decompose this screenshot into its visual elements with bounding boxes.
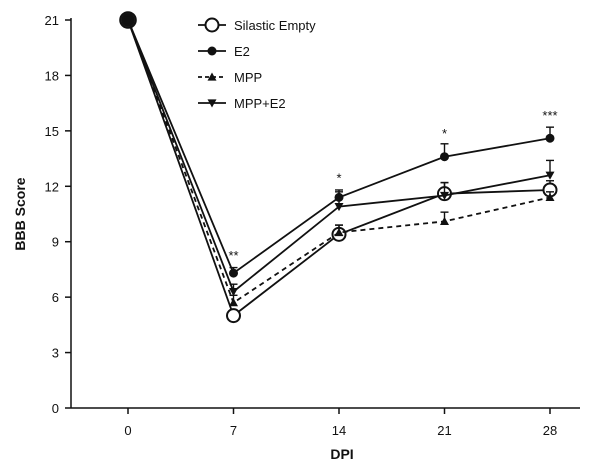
data-point-filled-circle xyxy=(440,152,449,162)
data-point-triangle-up xyxy=(334,227,344,237)
y-tick-label: 21 xyxy=(45,13,59,28)
significance-annotation: * xyxy=(442,126,447,141)
data-point-open-circle xyxy=(204,17,220,33)
data-point-filled-circle xyxy=(545,133,555,143)
data-point-open-circle xyxy=(226,308,241,324)
x-axis-title: DPI xyxy=(330,446,353,462)
significance-annotation: ** xyxy=(228,248,238,263)
legend-label: Silastic Empty xyxy=(234,18,316,33)
x-tick-label: 14 xyxy=(332,423,346,438)
data-point-filled-circle xyxy=(229,268,238,278)
data-point-triangle-up xyxy=(207,72,217,81)
legend-item: MPP xyxy=(198,70,262,85)
y-tick-label: 3 xyxy=(52,346,59,361)
x-tick-label: 28 xyxy=(543,423,557,438)
significance-annotation: * xyxy=(336,171,341,186)
y-tick-label: 0 xyxy=(52,401,59,416)
y-tick-label: 9 xyxy=(52,235,59,250)
series-line xyxy=(127,19,551,305)
data-point-triangle-down xyxy=(207,99,217,108)
legend-label: MPP xyxy=(234,70,262,85)
legend-item: MPP+E2 xyxy=(198,96,286,111)
x-tick-label: 7 xyxy=(230,423,237,438)
data-point-triangle-down xyxy=(229,288,238,297)
data-point-triangle-down xyxy=(123,16,133,25)
series-mpp-e2 xyxy=(123,16,555,297)
data-point-triangle-up xyxy=(229,298,238,307)
data-point-triangle-down xyxy=(545,171,555,180)
y-tick-label: 18 xyxy=(45,68,59,83)
legend-item: Silastic Empty xyxy=(198,17,316,33)
data-point-triangle-up xyxy=(440,216,449,225)
y-tick-label: 15 xyxy=(45,124,59,139)
legend-item: E2 xyxy=(198,44,250,59)
series-mpp xyxy=(123,15,555,307)
data-point-filled-circle xyxy=(207,46,217,56)
x-tick-label: 0 xyxy=(124,423,131,438)
y-axis-title: BBB Score xyxy=(12,177,28,250)
y-tick-label: 6 xyxy=(52,290,59,305)
y-tick-label: 12 xyxy=(45,179,59,194)
data-point-triangle-down xyxy=(440,191,449,201)
axes xyxy=(70,18,580,409)
series-line xyxy=(127,19,551,318)
series-line xyxy=(127,19,551,294)
x-tick-label: 21 xyxy=(437,423,451,438)
data-point-triangle-up xyxy=(545,192,555,201)
significance-annotation: *** xyxy=(542,108,557,123)
legend-label: MPP+E2 xyxy=(234,96,286,111)
legend-label: E2 xyxy=(234,44,250,59)
legend: Silastic Empty E2 MPP MPP+E2 xyxy=(198,17,316,111)
data-point-triangle-down xyxy=(334,203,344,212)
